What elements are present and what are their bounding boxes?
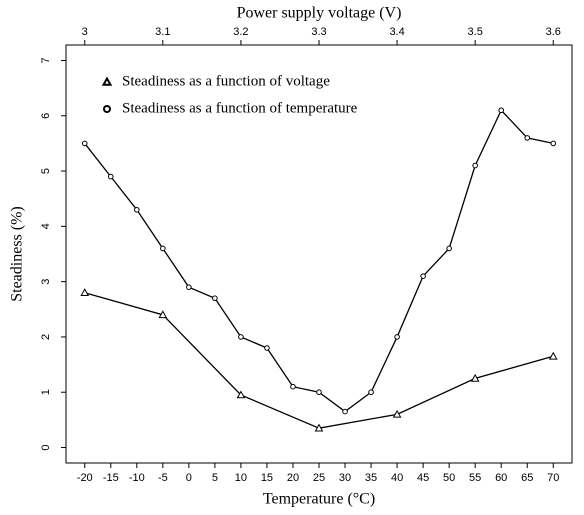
y-axis-title: Steadiness (%) — [9, 206, 26, 302]
series-line — [84, 109, 554, 413]
x-tick-label: 40 — [391, 472, 403, 484]
marker-circle — [103, 105, 111, 113]
legend-label: Steadiness as a function of voltage — [122, 73, 330, 89]
x-tick-label: 15 — [261, 472, 273, 484]
legend-label: Steadiness as a function of temperature — [122, 100, 358, 116]
marker-circle — [290, 383, 296, 390]
x2-tick-label: 3 — [82, 26, 88, 38]
marker-circle — [160, 245, 166, 252]
marker-circle — [107, 173, 114, 180]
x-tick-label: -20 — [77, 472, 93, 484]
y-tick-label: 0 — [40, 444, 52, 450]
x-tick-label: 30 — [339, 472, 351, 484]
marker-circle — [524, 135, 531, 141]
marker-triangle — [548, 351, 558, 360]
x-tick-label: 10 — [235, 472, 247, 484]
x-tick-label: 65 — [521, 472, 533, 484]
x-tick-label: 20 — [287, 472, 299, 484]
marker-triangle — [314, 423, 324, 432]
y-tick-label: 7 — [40, 57, 52, 63]
x2-axis-title: Power supply voltage (V) — [237, 5, 402, 22]
marker-triangle — [101, 76, 113, 86]
marker-circle — [342, 408, 348, 415]
marker-circle — [238, 334, 244, 340]
x-tick-label: 5 — [212, 472, 218, 484]
x-tick-label: 70 — [547, 472, 559, 484]
y-tick-label: 3 — [40, 279, 52, 285]
x2-tick-label: 3.5 — [468, 26, 483, 38]
marker-triangle — [158, 310, 168, 319]
x-tick-label: 0 — [186, 472, 192, 484]
marker-circle — [81, 140, 88, 147]
marker-circle — [394, 334, 400, 340]
y-tick-label: 4 — [40, 223, 52, 229]
x-tick-label: 55 — [469, 472, 481, 484]
x-tick-label: -15 — [103, 472, 119, 484]
x-tick-label: -10 — [129, 472, 145, 484]
marker-triangle — [392, 409, 402, 418]
marker-circle — [368, 389, 374, 396]
marker-circle — [212, 295, 218, 302]
x2-tick-label: 3.1 — [155, 26, 170, 38]
x-tick-label: 25 — [313, 472, 325, 484]
x2-tick-label: 3.3 — [311, 26, 326, 38]
x-tick-label: 50 — [443, 472, 455, 484]
x2-tick-label: 3.4 — [389, 26, 404, 38]
marker-circle — [186, 284, 192, 290]
marker-circle — [550, 140, 557, 147]
marker-circle — [420, 273, 426, 279]
marker-circle — [472, 162, 478, 169]
marker-circle — [133, 206, 140, 213]
x2-tick-label: 3.2 — [233, 26, 248, 38]
marker-triangle — [470, 373, 480, 382]
y-tick-label: 2 — [40, 334, 52, 340]
y-tick-label: 5 — [40, 168, 52, 174]
x-axis-title: Temperature (°C) — [263, 491, 375, 508]
x-tick-label: -5 — [158, 472, 168, 484]
marker-circle — [316, 389, 322, 396]
x-tick-label: 45 — [417, 472, 429, 484]
marker-triangle — [80, 288, 90, 297]
marker-circle — [264, 345, 270, 351]
x-tick-label: 35 — [365, 472, 377, 484]
y-tick-label: 6 — [40, 113, 52, 119]
x2-tick-label: 3.6 — [546, 26, 561, 38]
series-line — [84, 292, 554, 429]
y-tick-label: 1 — [40, 389, 52, 395]
marker-triangle — [236, 390, 246, 399]
marker-circle — [446, 245, 452, 252]
x-tick-label: 60 — [495, 472, 507, 484]
marker-circle — [498, 107, 505, 114]
